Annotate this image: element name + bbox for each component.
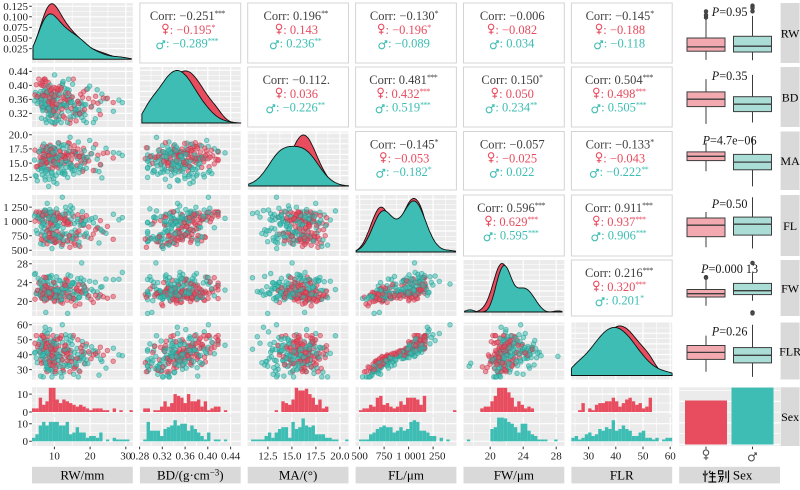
svg-text:500: 500 <box>351 451 368 463</box>
svg-text:MA/(°): MA/(°) <box>279 467 317 482</box>
svg-text:: −0.195*: : −0.195* <box>170 23 216 37</box>
svg-text:BD: BD <box>782 90 799 104</box>
svg-text:P=0.35: P=0.35 <box>711 69 748 83</box>
svg-text:10: 10 <box>17 419 29 431</box>
svg-text:500: 500 <box>12 245 29 257</box>
svg-text:0.025: 0.025 <box>3 43 28 55</box>
svg-text:: 0.143: : 0.143 <box>283 23 318 37</box>
svg-text:0.36: 0.36 <box>175 451 195 463</box>
svg-text:: 0.050: : 0.050 <box>499 87 534 101</box>
svg-text:Corr: −0.130*: Corr: −0.130* <box>370 9 439 23</box>
svg-text:MA: MA <box>780 154 800 168</box>
svg-text:15.0: 15.0 <box>282 451 302 463</box>
svg-text:1 250: 1 250 <box>421 451 446 463</box>
svg-text:FL: FL <box>783 219 797 233</box>
svg-text:RW: RW <box>781 26 800 40</box>
svg-text:1 000: 1 000 <box>3 216 28 228</box>
svg-text:50: 50 <box>638 451 650 463</box>
svg-text:Corr: −0.133*: Corr: −0.133* <box>586 137 655 151</box>
svg-text:60: 60 <box>17 320 29 332</box>
svg-text:Corr: 0.196**: Corr: 0.196** <box>264 9 329 23</box>
svg-text:0.40: 0.40 <box>198 451 218 463</box>
svg-text:0.32: 0.32 <box>9 108 28 120</box>
svg-text:: −0.182*: : −0.182* <box>386 165 432 179</box>
svg-text:: −0.118: : −0.118 <box>604 37 645 51</box>
svg-text:Sex: Sex <box>781 410 799 424</box>
svg-text:12.5: 12.5 <box>9 172 29 184</box>
svg-text:Corr: −0.251***: Corr: −0.251*** <box>150 9 225 23</box>
svg-text:20.0: 20.0 <box>9 130 29 142</box>
svg-text:: 0.036: : 0.036 <box>283 87 318 101</box>
svg-text:P=0.000 13: P=0.000 13 <box>700 262 758 276</box>
svg-text:24: 24 <box>518 451 530 463</box>
svg-text:20: 20 <box>85 451 97 463</box>
svg-text:: −0.196*: : −0.196* <box>386 23 432 37</box>
svg-text:P=0.50: P=0.50 <box>711 197 748 211</box>
svg-text:20: 20 <box>485 451 497 463</box>
svg-text:10: 10 <box>17 389 29 401</box>
svg-text:Corr: −0.112.: Corr: −0.112. <box>263 73 330 87</box>
svg-text:RW/mm: RW/mm <box>60 467 104 482</box>
svg-text:FLR: FLR <box>779 344 800 358</box>
svg-text:Corr: −0.057: Corr: −0.057 <box>480 137 545 151</box>
svg-text:750: 750 <box>12 231 29 243</box>
svg-text:: −0.025: : −0.025 <box>495 151 537 165</box>
svg-text:15.0: 15.0 <box>9 158 29 170</box>
svg-text:20: 20 <box>17 296 29 308</box>
svg-text:FLR: FLR <box>610 467 634 482</box>
svg-text:28: 28 <box>551 451 563 463</box>
svg-text:P=0.26: P=0.26 <box>711 325 748 339</box>
svg-text:24: 24 <box>17 277 29 289</box>
svg-text:Corr: 0.150*: Corr: 0.150* <box>481 73 543 87</box>
svg-text:10: 10 <box>49 451 61 463</box>
svg-text:1 000: 1 000 <box>396 451 421 463</box>
svg-text:28: 28 <box>17 259 29 271</box>
svg-text:Sex: Sex <box>733 467 753 482</box>
svg-text:40: 40 <box>17 350 29 362</box>
svg-text:: 0.034: : 0.034 <box>500 37 535 51</box>
svg-text:0.44: 0.44 <box>221 451 241 463</box>
svg-text:60: 60 <box>665 451 677 463</box>
svg-text:FL/μm: FL/μm <box>388 467 424 482</box>
svg-text:12.5: 12.5 <box>258 451 278 463</box>
svg-text:FW: FW <box>781 281 800 295</box>
svg-text:0.28: 0.28 <box>130 451 150 463</box>
svg-text:: 0.201*: : 0.201* <box>605 294 644 308</box>
svg-text:: −0.188: : −0.188 <box>603 23 645 37</box>
svg-text:0.40: 0.40 <box>9 80 29 92</box>
svg-text:30: 30 <box>17 364 29 376</box>
svg-text:750: 750 <box>376 451 393 463</box>
svg-text:P=4.7e−06: P=4.7e−06 <box>702 134 757 148</box>
svg-text:1 250: 1 250 <box>3 202 28 214</box>
svg-text:: −0.053: : −0.053 <box>388 151 430 165</box>
svg-text:0.32: 0.32 <box>153 451 172 463</box>
svg-text:Corr: −0.145*: Corr: −0.145* <box>586 9 655 23</box>
svg-text:: 0.022: : 0.022 <box>500 165 535 179</box>
svg-text:0.36: 0.36 <box>9 94 29 106</box>
svg-text:30: 30 <box>583 451 595 463</box>
svg-text:P=0.95: P=0.95 <box>711 5 748 19</box>
svg-text:0.44: 0.44 <box>9 66 29 78</box>
svg-text:Corr: −0.145*: Corr: −0.145* <box>370 137 439 151</box>
svg-text:: −0.089: : −0.089 <box>388 37 430 51</box>
svg-text:0: 0 <box>23 407 29 419</box>
svg-text:50: 50 <box>17 335 29 347</box>
svg-text:0: 0 <box>23 436 29 448</box>
svg-text:20.0: 20.0 <box>330 451 350 463</box>
svg-text:FW/μm: FW/μm <box>494 467 534 482</box>
svg-text:: −0.043: : −0.043 <box>603 151 645 165</box>
svg-text:17.5: 17.5 <box>9 144 29 156</box>
svg-text:Corr: −0.006: Corr: −0.006 <box>480 9 545 23</box>
svg-text:40: 40 <box>610 451 622 463</box>
svg-text:17.5: 17.5 <box>306 451 326 463</box>
svg-text:: −0.082: : −0.082 <box>495 23 537 37</box>
